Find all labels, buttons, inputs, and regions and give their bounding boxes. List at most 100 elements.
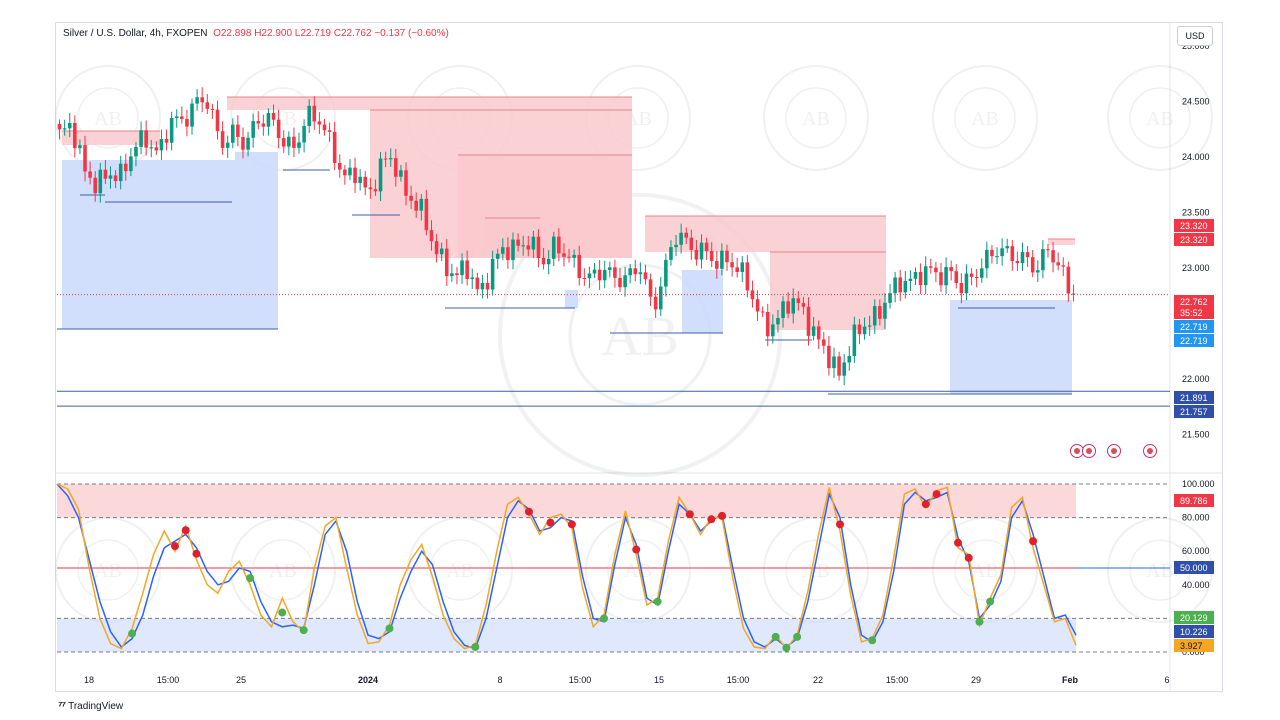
candle-body [261,123,266,127]
bearish-cross-dot [632,545,641,554]
support-zone [950,300,1072,394]
candle-body [62,128,67,130]
support-zone [565,290,578,308]
price-axis-label: 21.891 [1174,391,1214,404]
candle-body [765,311,770,337]
candle-body [57,123,62,130]
candle-body [123,163,128,172]
candle-body [827,345,831,369]
watermark-medallion: AB [763,65,869,171]
candle-body [292,136,296,148]
tradingview-branding[interactable]: ⁷⁷ TradingView [58,700,123,712]
economic-event-icon[interactable] [1107,444,1121,458]
candle-body [1071,293,1076,295]
watermark-medallion: AB [932,65,1038,171]
candle-body [974,276,979,278]
candle-body [597,269,602,281]
price-axis-label-bg [1174,295,1214,308]
time-axis-tick: Feb [1062,675,1079,685]
bearish-cross-dot [964,553,973,562]
price-axis-label-bg [1174,320,1214,333]
candle-body [816,326,821,340]
candle-body [628,268,632,276]
candle-body [98,169,103,194]
candle-body [872,306,877,326]
watermark-monogram: AB [446,560,474,582]
bullish-cross-dot [278,608,287,617]
support-zone [235,152,278,160]
time-axis-tick: 2024 [358,675,378,685]
watermark-monogram: AB [1146,560,1174,582]
candle-body [643,272,648,280]
candle-body [898,277,903,293]
candle-body [842,362,846,376]
candle-body [190,103,194,127]
candle-body [985,249,989,269]
watermark-monogram: AB [94,560,122,582]
candle-body [348,167,352,176]
candle-body [501,247,505,254]
stoch-axis-label-text: 50.000 [1180,563,1208,573]
economic-event-icon[interactable] [1082,444,1096,458]
candle-body [623,275,627,288]
candle-body [771,324,775,337]
price-axis-label-text: 22.762 [1180,297,1208,307]
candle-body [582,278,587,280]
candle-body [343,169,347,176]
candle-body [740,262,745,273]
bearish-cross-dot [192,549,201,558]
time-axis-tick: 15 [654,675,664,685]
candle-body [358,176,362,184]
price-axis-tick: 25.000 [1182,41,1210,51]
bearish-cross-dot [685,510,694,519]
candle-body [964,273,969,294]
candle-body [149,147,154,149]
candle-body [429,230,434,242]
watermark-ring-inner [607,539,669,601]
stoch-axis-label-bg [1174,494,1214,507]
candle-body [567,256,571,258]
stoch-axis-label-text: 10.226 [1180,627,1208,637]
candle-body [475,277,480,290]
stoch-axis-label: 89.786 [1174,494,1214,507]
currency-button[interactable]: USD [1177,26,1213,46]
candle-body [857,324,862,335]
price-axis-label-bg [1174,233,1214,246]
watermark-medallion: AB [585,517,691,623]
watermark-medallion: AB [763,517,869,623]
watermark-ring-inner [1129,87,1191,149]
candle-body [883,302,887,319]
price-axis-label-bg [1174,391,1214,404]
candle-body [195,97,199,104]
candle-body [526,245,531,250]
candle-body [837,356,841,376]
candle-body [658,286,663,310]
candle-body [669,247,673,260]
watermark-monogram: AB [971,108,999,130]
candle-body [689,237,694,250]
candle-body [73,123,77,149]
candle-body [169,118,174,143]
candle-body [536,236,541,258]
candle-body [327,130,332,132]
tradingview-logo-icon: ⁷⁷ [58,700,66,712]
candle-body [450,273,454,277]
candle-body [587,273,592,279]
watermark-monogram: AB [802,560,830,582]
candle-body [129,156,133,172]
candle-body [730,262,734,268]
candle-body [394,158,398,177]
price-axis-tick: 21.500 [1182,430,1210,440]
economic-event-icon[interactable] [1143,444,1157,458]
candle-body [1000,248,1004,257]
candle-body [704,242,709,252]
stoch-axis-tick: 80.000 [1182,513,1210,523]
candle-body [93,177,97,194]
price-axis-label-text: 35:52 [1180,308,1203,318]
bullish-cross-dot [471,642,480,651]
time-axis-tick: 15:00 [886,675,909,685]
candle-body [618,277,622,288]
candle-body [439,248,444,255]
oversold-band [57,618,1076,652]
